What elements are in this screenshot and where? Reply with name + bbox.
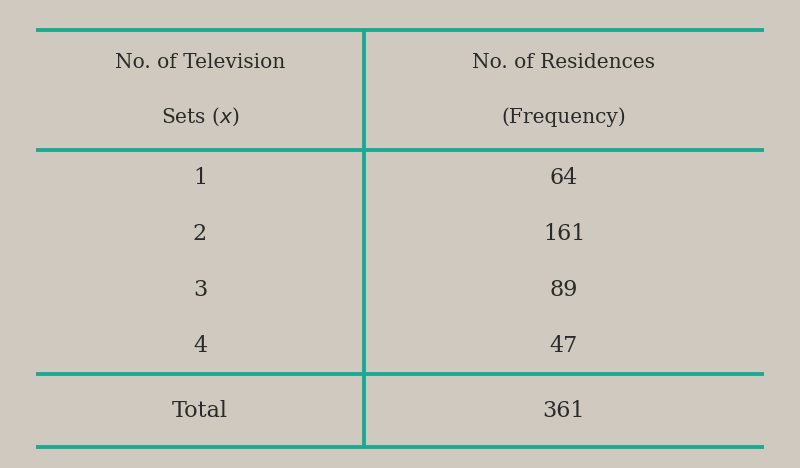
Text: 47: 47: [550, 335, 578, 358]
Text: 4: 4: [193, 335, 207, 358]
Text: 2: 2: [193, 223, 207, 245]
Text: Sets ($x$): Sets ($x$): [161, 106, 239, 128]
Text: 3: 3: [193, 279, 207, 301]
Text: 1: 1: [193, 167, 207, 189]
Text: Total: Total: [172, 400, 228, 422]
Text: (Frequency): (Frequency): [502, 107, 626, 127]
Text: No. of Television: No. of Television: [115, 53, 285, 73]
Text: 89: 89: [550, 279, 578, 301]
Text: 361: 361: [542, 400, 586, 422]
Text: No. of Residences: No. of Residences: [473, 53, 655, 73]
Text: 64: 64: [550, 167, 578, 189]
Text: 161: 161: [543, 223, 585, 245]
